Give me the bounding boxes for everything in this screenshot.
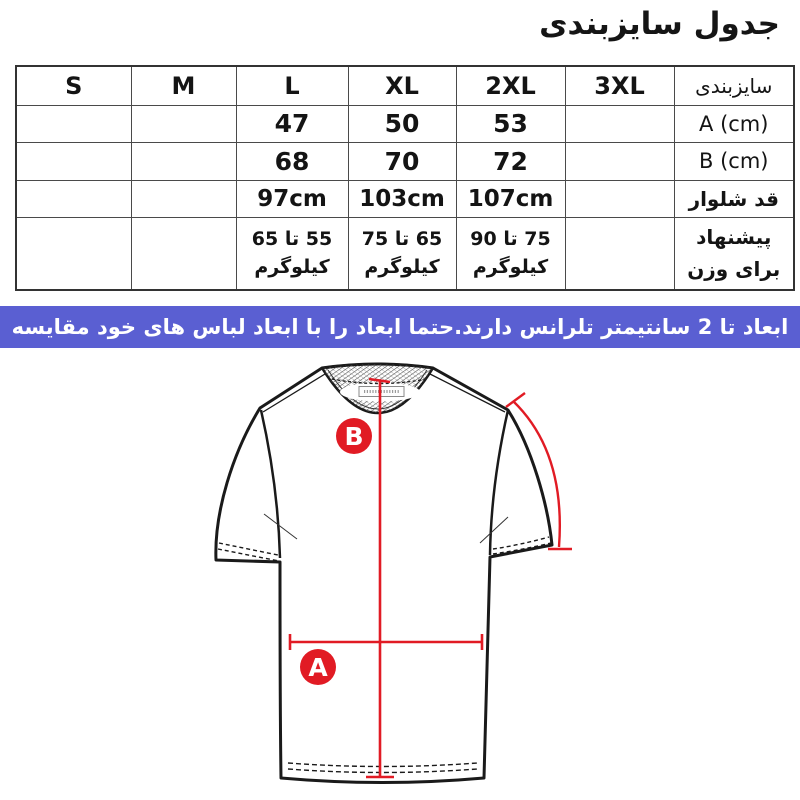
sleeve-measure-top-tick bbox=[505, 392, 526, 408]
cell-wt-s bbox=[15, 216, 132, 291]
cell-b-m bbox=[130, 141, 237, 181]
cell-a-s bbox=[15, 104, 132, 143]
cell-len-l: 97cm bbox=[235, 179, 349, 218]
table-row-weight: 55 تا 65 کیلوگرم 65 تا 75 کیلوگرم 75 تا … bbox=[15, 216, 795, 291]
cell-wt-3xl bbox=[564, 216, 675, 291]
cell-a-2xl: 53 bbox=[455, 104, 566, 143]
column-header-sizing: سایزبندی bbox=[673, 65, 795, 106]
tshirt-measurement-diagram: B A bbox=[214, 362, 572, 784]
marker-a-circle bbox=[300, 649, 336, 685]
left-sleeve-stitch bbox=[217, 542, 280, 562]
column-header-xl: XL bbox=[347, 65, 457, 106]
cell-a-xl: 50 bbox=[347, 104, 457, 143]
column-header-m: M bbox=[130, 65, 237, 106]
row-label-weight: پیشنهاد برای وزن bbox=[673, 216, 795, 291]
cell-b-l: 68 bbox=[235, 141, 349, 181]
right-shoulder-seam bbox=[429, 373, 506, 413]
tshirt-outline bbox=[214, 362, 554, 784]
left-armpit-crease bbox=[263, 513, 298, 540]
marker-a-label: A bbox=[308, 653, 328, 682]
cell-wt-m bbox=[130, 216, 237, 291]
left-armhole-seam bbox=[259, 409, 282, 559]
right-sleeve-stitch bbox=[492, 536, 552, 555]
column-header-s: S bbox=[15, 65, 132, 106]
row-label-b: B (cm) bbox=[673, 141, 795, 181]
page-title: جدول سایزبندی bbox=[539, 6, 780, 42]
column-header-l: L bbox=[235, 65, 349, 106]
cell-len-xl: 103cm bbox=[347, 179, 457, 218]
table-row-b: 68 70 72 B (cm) bbox=[15, 141, 795, 181]
cell-b-3xl bbox=[564, 141, 675, 181]
table-row-pants-length: 97cm 103cm 107cm قد شلوار bbox=[15, 179, 795, 218]
column-header-3xl: 3XL bbox=[564, 65, 675, 106]
right-armpit-crease bbox=[479, 516, 509, 544]
table-row-a: 47 50 53 A (cm) bbox=[15, 104, 795, 143]
cell-len-3xl bbox=[564, 179, 675, 218]
cell-a-l: 47 bbox=[235, 104, 349, 143]
right-armhole-seam bbox=[488, 409, 510, 556]
cell-wt-xl: 65 تا 75 کیلوگرم bbox=[347, 216, 457, 291]
left-shoulder-seam bbox=[262, 373, 326, 413]
cell-b-s bbox=[15, 141, 132, 181]
row-label-pants-length: قد شلوار bbox=[673, 179, 795, 218]
cell-len-m bbox=[130, 179, 237, 218]
cell-b-2xl: 72 bbox=[455, 141, 566, 181]
row-label-a: A (cm) bbox=[673, 104, 795, 143]
cell-wt-l: 55 تا 65 کیلوگرم bbox=[235, 216, 349, 291]
tolerance-notice-banner: ابعاد تا 2 سانتیمتر تلرانس دارند.حتما اب… bbox=[0, 306, 800, 381]
cell-len-s bbox=[15, 179, 132, 218]
column-header-2xl: 2XL bbox=[455, 65, 566, 106]
cell-b-xl: 70 bbox=[347, 141, 457, 181]
marker-b-circle bbox=[336, 418, 372, 454]
size-table: S M L XL 2XL 3XL سایزبندی 47 50 53 A (cm… bbox=[15, 65, 795, 291]
cell-a-m bbox=[130, 104, 237, 143]
cell-wt-2xl: 75 تا 90 کیلوگرم bbox=[455, 216, 566, 291]
marker-b-label: B bbox=[344, 422, 363, 451]
sleeve-measure-line bbox=[512, 400, 561, 548]
cell-len-2xl: 107cm bbox=[455, 179, 566, 218]
table-header-row: S M L XL 2XL 3XL سایزبندی bbox=[15, 65, 795, 106]
length-measure-top-tick bbox=[368, 377, 391, 384]
cell-a-3xl bbox=[564, 104, 675, 143]
collar-inner-edge bbox=[327, 369, 428, 410]
